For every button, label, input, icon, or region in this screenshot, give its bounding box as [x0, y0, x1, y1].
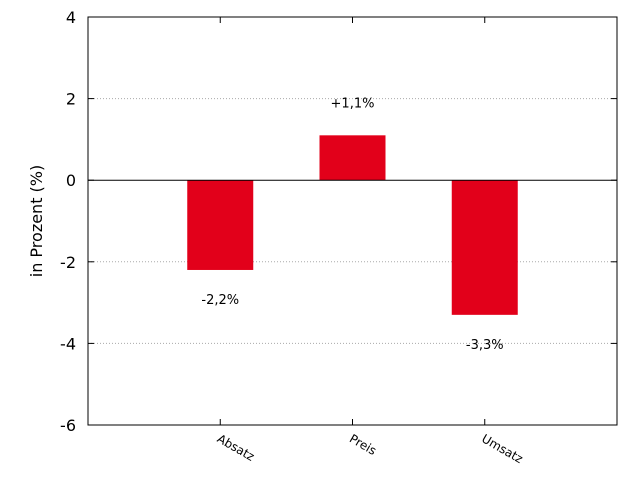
y-tick-label: -2	[60, 253, 76, 272]
data-label: -3,3%	[466, 338, 504, 353]
y-axis-title: in Prozent (%)	[27, 165, 46, 277]
y-tick-label: 0	[66, 171, 76, 190]
bar-absatz	[187, 180, 254, 270]
x-tick-label: Preis	[347, 431, 379, 457]
x-tick-label: Absatz	[215, 431, 257, 463]
y-tick-label: 4	[66, 8, 76, 27]
bar-preis	[319, 135, 386, 181]
data-label: -2,2%	[201, 293, 239, 308]
y-axis-ticks: 4 2 0 -2 -4 -6	[60, 8, 617, 435]
bar-umsatz	[451, 180, 518, 315]
y-tick-label: -4	[60, 334, 76, 353]
y-tick-label: -6	[60, 416, 76, 435]
grid-lines	[88, 98, 617, 344]
x-tick-label: Umsatz	[479, 431, 525, 466]
data-labels: -2,2% +1,1% -3,3%	[201, 96, 503, 353]
plot-frame	[87, 16, 618, 426]
bars	[187, 135, 518, 315]
y-tick-label: 2	[66, 90, 76, 109]
data-label: +1,1%	[331, 96, 375, 111]
